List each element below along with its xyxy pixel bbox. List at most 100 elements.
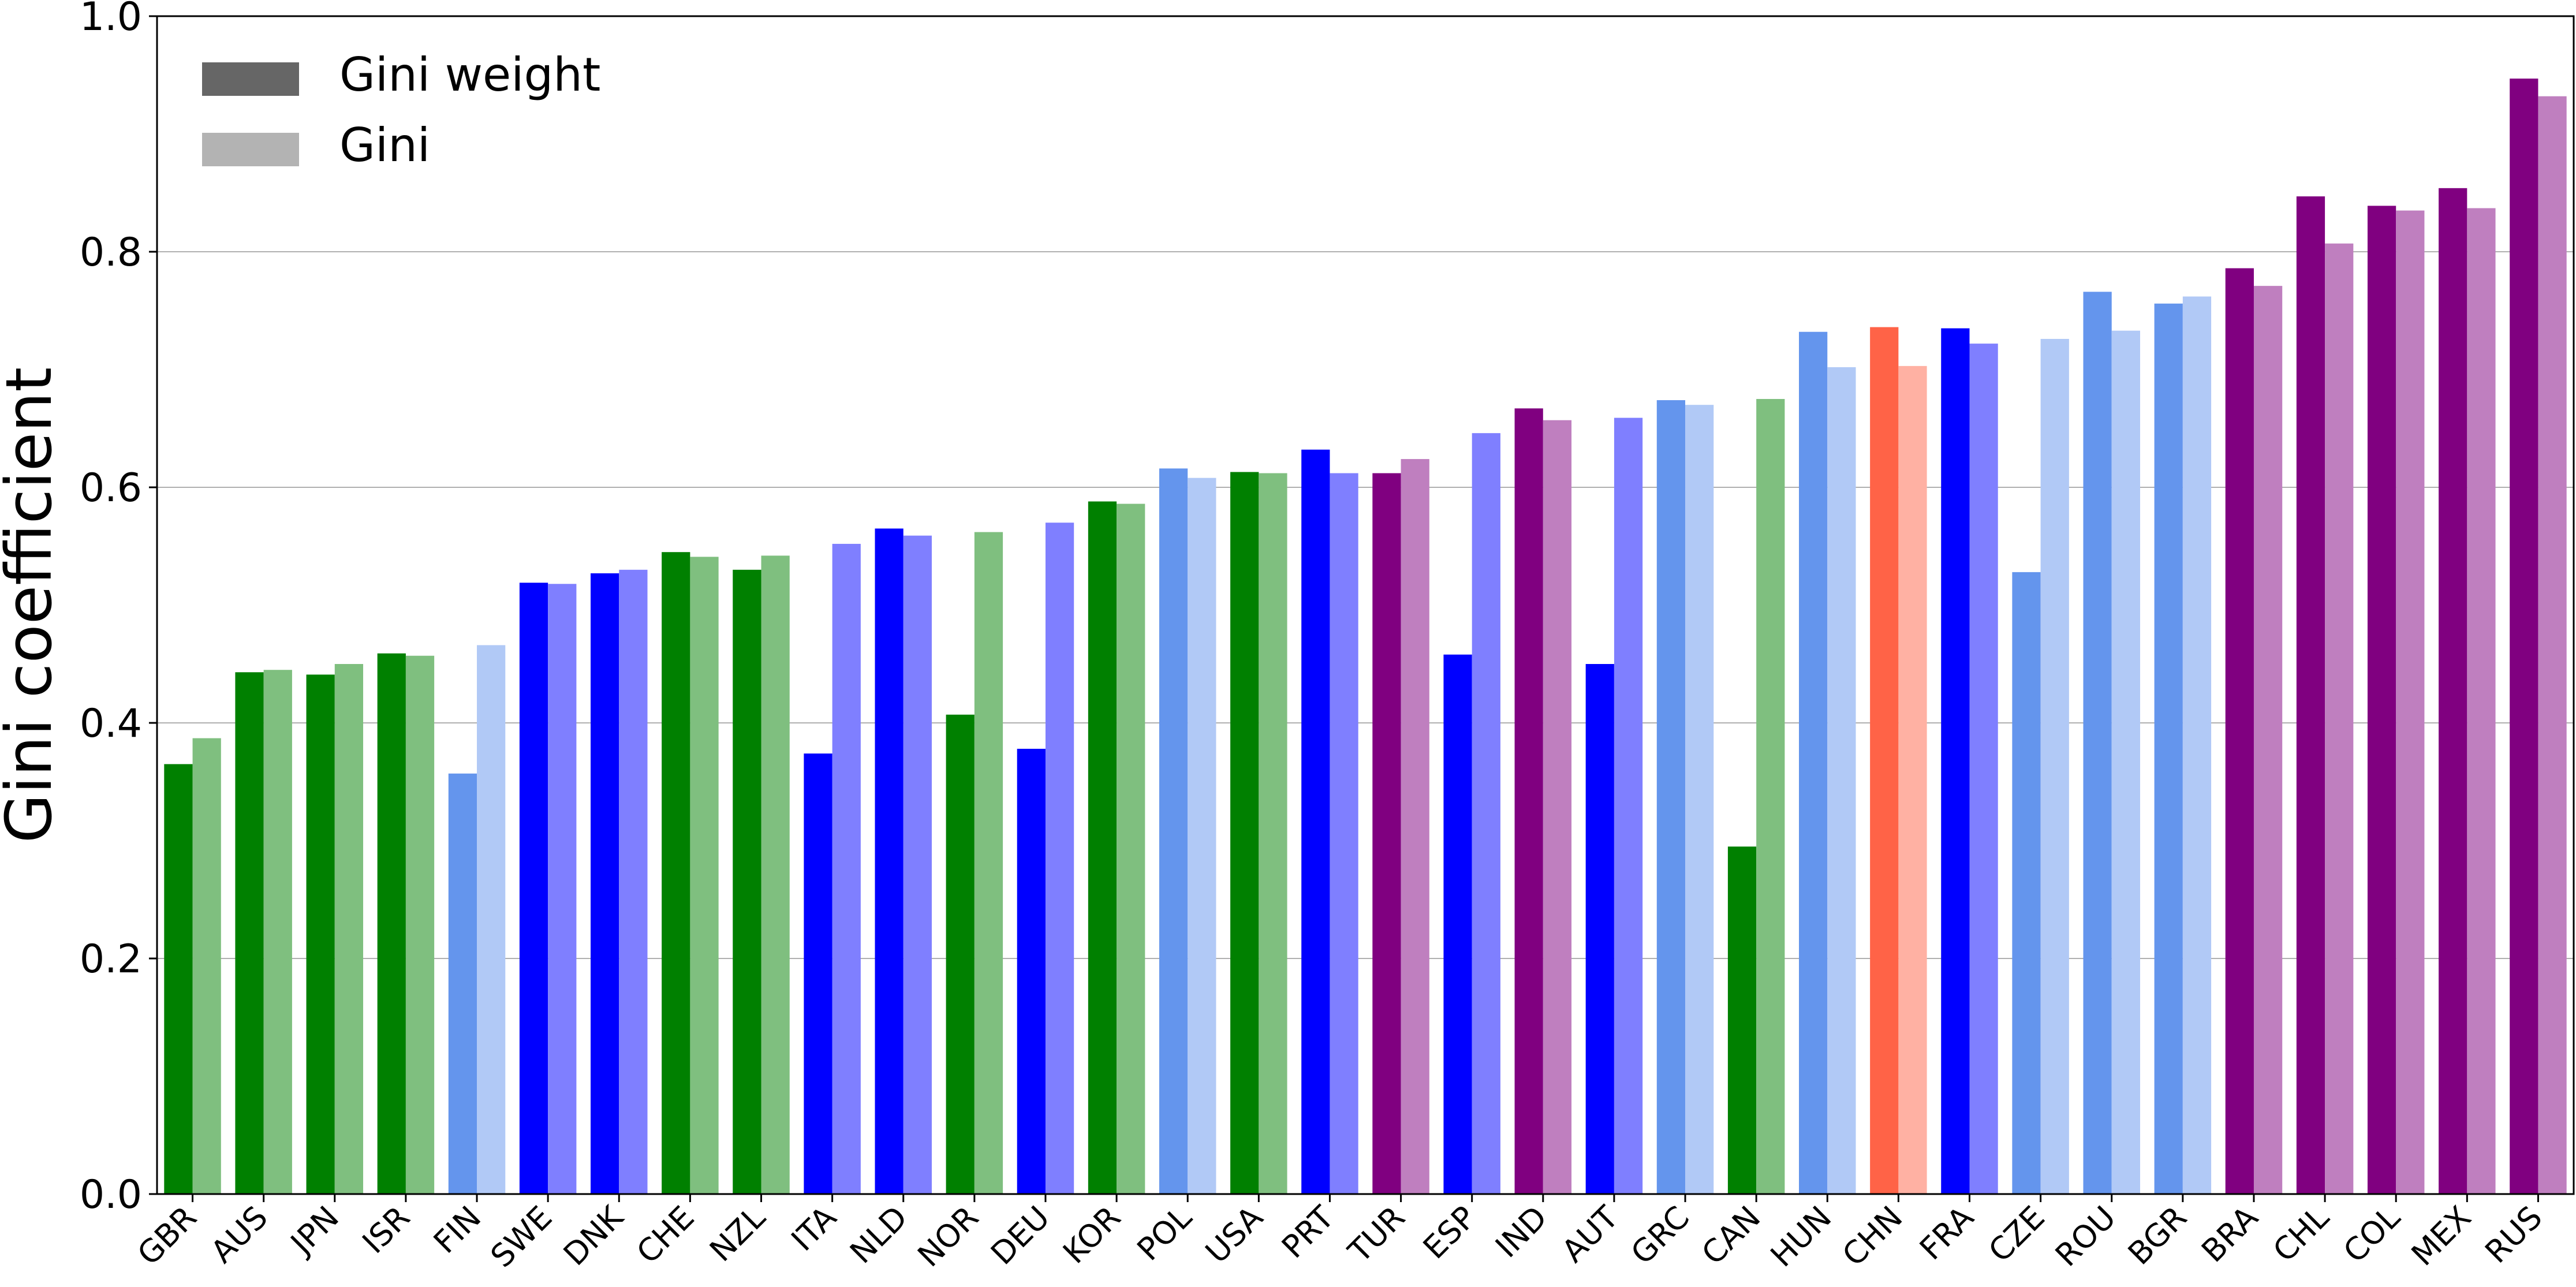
x-tick-label-chn: CHN	[1835, 1199, 1909, 1273]
y-tick-label: 1.0	[80, 0, 142, 40]
x-tick-label-mex: MEX	[2405, 1199, 2478, 1273]
bar-gini-deu	[1045, 523, 1074, 1195]
bar-gini-weight-dnk	[591, 573, 619, 1195]
x-tick-label-aus: AUS	[204, 1199, 275, 1270]
bar-gini-weight-rus	[2510, 79, 2538, 1194]
x-tick-label-fra: FRA	[1913, 1199, 1981, 1267]
bar-gini-chl	[2325, 243, 2354, 1195]
x-tick-label-che: CHE	[630, 1199, 701, 1271]
y-tick-label: 0.6	[80, 465, 142, 511]
y-tick-label: 0.0	[80, 1172, 142, 1218]
x-tick-label-nld: NLD	[843, 1199, 914, 1271]
bar-gini-rus	[2538, 96, 2567, 1195]
y-axis-label: Gini coefficient	[0, 367, 66, 843]
bar-gini-prt	[1330, 473, 1358, 1194]
legend-swatch	[202, 62, 299, 96]
bar-gini-fin	[477, 645, 506, 1194]
y-axis-ticks: 0.0 0.2 0.4 0.6 0.8 1.0	[80, 0, 157, 1218]
x-tick-label-fin: FIN	[427, 1199, 488, 1260]
x-tick-label-rou: ROU	[2048, 1199, 2123, 1274]
x-tick-label-can: CAN	[1694, 1199, 1767, 1272]
bar-gini-weight-kor	[1088, 501, 1117, 1194]
y-tick-label: 0.4	[80, 701, 142, 747]
bar-gini-weight-fin	[448, 773, 477, 1194]
x-tick-label-aut: AUT	[1555, 1199, 1626, 1270]
x-tick-label-usa: USA	[1199, 1199, 1270, 1271]
x-tick-label-pol: POL	[1130, 1199, 1199, 1268]
bar-gini-weight-can	[1727, 846, 1757, 1194]
x-tick-label-hun: HUN	[1764, 1199, 1839, 1274]
x-tick-label-dnk: DNK	[557, 1199, 631, 1273]
bar-gini-weight-aut	[1585, 664, 1614, 1194]
bar-gini-swe	[548, 584, 577, 1194]
bar-gini-cze	[2040, 338, 2069, 1195]
bar-gini-isr	[405, 655, 435, 1194]
bar-gini-bra	[2253, 286, 2283, 1194]
bar-gini-nld	[903, 535, 932, 1194]
bar-gini-mex	[2467, 208, 2496, 1194]
x-tick-label-rus: RUS	[2478, 1199, 2549, 1270]
bar-gini-weight-che	[662, 552, 690, 1195]
bar-gini-aus	[263, 670, 292, 1194]
bar-gini-weight-cze	[2012, 572, 2041, 1194]
x-tick-label-cze: CZE	[1981, 1199, 2052, 1270]
bar-gini-weight-nzl	[733, 569, 761, 1194]
bar-gini-weight-aus	[235, 672, 264, 1194]
bar-gini-nor	[974, 532, 1003, 1194]
legend-swatch	[202, 133, 299, 166]
bar-gini-weight-chn	[1870, 327, 1899, 1194]
legend-label: Gini weight	[339, 48, 600, 102]
bar-gini-pol	[1188, 478, 1216, 1195]
bar-gini-gbr	[192, 738, 221, 1194]
bar-gini-grc	[1685, 405, 1714, 1195]
bar-gini-weight-nor	[946, 714, 975, 1194]
x-tick-label-swe: SWE	[484, 1199, 559, 1275]
bar-gini-nzl	[761, 555, 790, 1194]
x-tick-label-prt: PRT	[1275, 1199, 1341, 1265]
bar-gini-can	[1756, 399, 1785, 1194]
x-tick-label-nzl: NZL	[703, 1199, 772, 1269]
bar-gini-usa	[1259, 473, 1287, 1194]
bar-gini-weight-pol	[1159, 468, 1188, 1194]
bar-gini-weight-deu	[1017, 748, 1046, 1194]
legend-label: Gini	[339, 118, 430, 172]
bar-gini-tur	[1401, 459, 1429, 1194]
bar-gini-weight-col	[2367, 206, 2396, 1195]
bar-gini-jpn	[334, 664, 364, 1194]
bar-gini-weight-nld	[875, 528, 904, 1194]
bar-gini-weight-jpn	[306, 674, 335, 1194]
bar-gini-weight-esp	[1443, 654, 1472, 1194]
bar-gini-ita	[832, 543, 861, 1195]
x-tick-label-isr: ISR	[356, 1199, 417, 1261]
x-tick-label-bgr: BGR	[2121, 1199, 2194, 1272]
bar-gini-weight-usa	[1230, 472, 1259, 1194]
bar-gini-weight-fra	[1941, 328, 1970, 1194]
x-tick-label-ita: ITA	[785, 1199, 843, 1258]
bar-gini-esp	[1472, 433, 1500, 1195]
bar-gini-col	[2396, 210, 2425, 1195]
bar-gini-weight-isr	[377, 653, 406, 1194]
bar-gini-weight-rou	[2083, 292, 2112, 1194]
bar-gini-hun	[1827, 367, 1856, 1195]
bar-gini-che	[690, 557, 719, 1194]
bar-gini-weight-ind	[1514, 408, 1543, 1194]
x-tick-label-esp: ESP	[1416, 1199, 1483, 1266]
bar-gini-weight-grc	[1656, 400, 1686, 1194]
bar-gini-dnk	[619, 569, 648, 1194]
x-tick-label-col: COL	[2336, 1199, 2407, 1270]
bar-gini-weight-chl	[2296, 196, 2325, 1194]
x-tick-label-jpn: JPN	[282, 1199, 346, 1263]
y-tick-label: 0.2	[80, 937, 142, 982]
bar-gini-weight-prt	[1301, 449, 1330, 1194]
x-tick-label-grc: GRC	[1624, 1199, 1696, 1271]
bar-gini-chn	[1898, 365, 1927, 1194]
bar-gini-weight-bra	[2225, 268, 2254, 1194]
y-tick-label: 0.8	[80, 230, 142, 275]
bar-gini-aut	[1614, 417, 1643, 1194]
bar-gini-weight-swe	[519, 583, 548, 1194]
bar-gini-weight-hun	[1799, 331, 1828, 1194]
bars	[164, 79, 2567, 1195]
plot-frame	[156, 15, 2575, 1195]
